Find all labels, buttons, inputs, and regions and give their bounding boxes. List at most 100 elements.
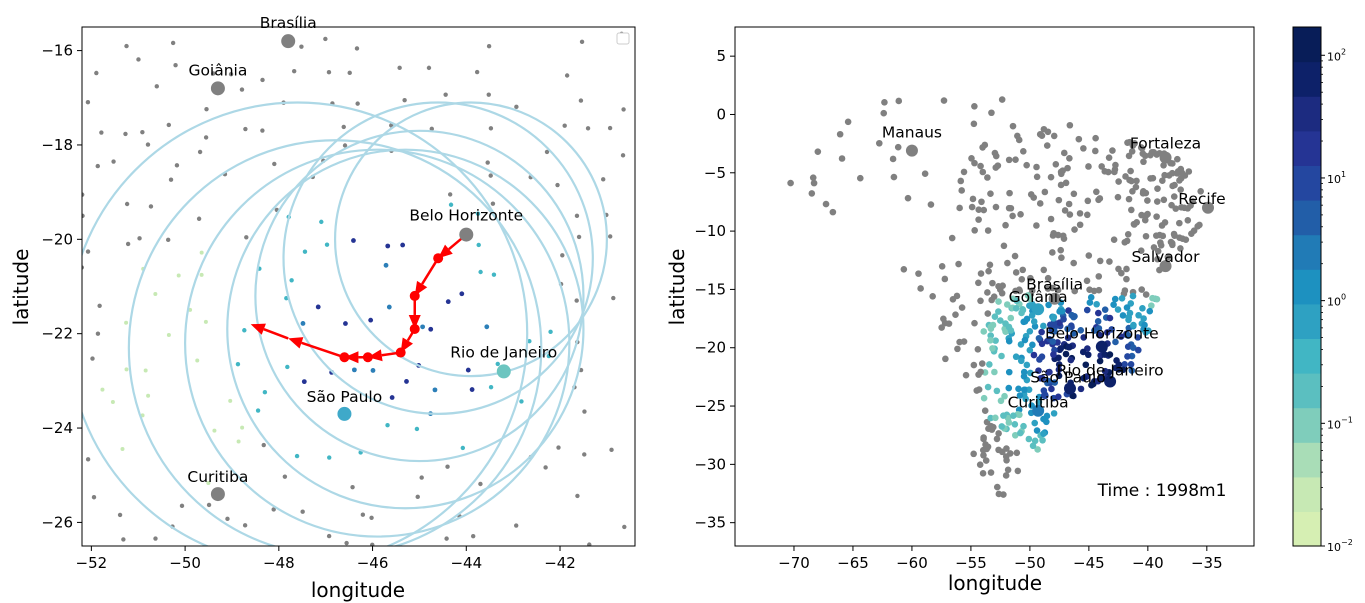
right-data-point bbox=[991, 313, 999, 320]
left-city-marker bbox=[459, 227, 474, 242]
right-data-point bbox=[1129, 292, 1137, 300]
right-data-point bbox=[1007, 204, 1015, 212]
left-data-point bbox=[315, 304, 321, 310]
right-data-point bbox=[1096, 257, 1104, 265]
left-data-point bbox=[415, 494, 420, 500]
right-data-point bbox=[1124, 139, 1131, 146]
right-data-point bbox=[1168, 169, 1176, 177]
trajectory-arrow-shaft bbox=[406, 328, 416, 342]
right-data-point bbox=[1106, 314, 1114, 322]
left-data-point bbox=[426, 65, 432, 71]
left-data-point bbox=[319, 219, 324, 225]
right-data-point bbox=[1002, 472, 1010, 479]
left-data-point bbox=[579, 39, 585, 45]
right-data-point bbox=[975, 279, 982, 287]
right-data-point bbox=[1017, 211, 1024, 218]
right-data-point bbox=[975, 216, 982, 223]
right-data-point bbox=[987, 414, 994, 422]
right-data-point bbox=[1190, 227, 1198, 234]
right-data-point bbox=[1132, 183, 1140, 191]
right-data-point bbox=[1176, 177, 1183, 184]
right-data-point bbox=[1043, 142, 1051, 149]
right-data-point bbox=[1020, 386, 1028, 394]
colorbar-tick-base: 10 bbox=[1327, 541, 1341, 554]
right-data-point bbox=[1045, 301, 1052, 309]
right-data-point bbox=[1101, 351, 1109, 358]
right-data-point bbox=[989, 321, 997, 329]
right-data-point bbox=[1024, 292, 1032, 299]
right-data-point bbox=[1129, 344, 1137, 351]
right-data-point bbox=[952, 311, 959, 318]
right-data-point bbox=[1185, 168, 1193, 175]
right-data-point bbox=[1050, 410, 1058, 417]
left-city-label: Belo Horizonte bbox=[409, 207, 523, 225]
right-data-point bbox=[982, 457, 990, 464]
left-data-point bbox=[369, 515, 374, 521]
colorbar-swatch bbox=[1293, 511, 1321, 547]
left-data-point bbox=[341, 124, 346, 130]
right-data-point bbox=[1076, 221, 1084, 229]
right-city-marker bbox=[1032, 303, 1045, 316]
right-data-point bbox=[949, 296, 957, 303]
left-data-point bbox=[100, 387, 105, 392]
right-data-point bbox=[989, 345, 996, 352]
left-data-point bbox=[95, 163, 100, 169]
left-influence-circle bbox=[282, 101, 594, 415]
right-data-point bbox=[1040, 125, 1048, 133]
left-data-point bbox=[271, 507, 276, 512]
right-data-point bbox=[1138, 145, 1146, 152]
colorbar-swatch bbox=[1293, 234, 1321, 270]
right-data-point bbox=[1015, 136, 1023, 144]
right-data-point bbox=[1009, 412, 1017, 419]
right-data-point bbox=[1050, 351, 1057, 358]
right-data-point bbox=[1055, 196, 1063, 204]
right-data-point bbox=[1104, 168, 1112, 176]
right-data-point bbox=[941, 275, 949, 283]
right-data-point bbox=[1005, 384, 1013, 392]
right-y-tick-label: 0 bbox=[716, 105, 726, 123]
right-data-point bbox=[1019, 266, 1027, 274]
left-data-point bbox=[555, 182, 560, 188]
colorbar-swatch bbox=[1293, 130, 1321, 166]
right-data-point bbox=[1002, 221, 1009, 229]
left-data-point bbox=[272, 161, 277, 167]
colorbar-swatch bbox=[1293, 165, 1321, 201]
right-data-point bbox=[1016, 287, 1024, 295]
right-data-point bbox=[1041, 188, 1049, 196]
left-data-point bbox=[486, 44, 492, 49]
left-data-point bbox=[211, 71, 216, 76]
left-empty-legend bbox=[616, 32, 630, 45]
right-city-marker bbox=[1201, 201, 1214, 214]
left-data-point bbox=[491, 272, 497, 277]
left-data-point bbox=[111, 159, 116, 164]
right-data-point bbox=[1066, 121, 1074, 129]
left-data-point bbox=[548, 329, 553, 335]
right-data-point bbox=[1164, 253, 1172, 261]
right-y-ticks: 5 0 −5 −10 −15 −20 −25 −30 −35 bbox=[694, 47, 735, 532]
left-data-point bbox=[385, 243, 391, 249]
right-data-point bbox=[1177, 245, 1184, 252]
right-data-point bbox=[822, 200, 830, 208]
right-city-label: Goiânia bbox=[1009, 288, 1068, 306]
right-data-point bbox=[1130, 321, 1137, 329]
right-x-tick-label: −65 bbox=[837, 554, 869, 572]
left-data-point bbox=[576, 234, 582, 240]
right-data-point bbox=[975, 206, 983, 214]
left-data-point bbox=[490, 201, 496, 206]
left-data-point bbox=[204, 106, 209, 112]
left-y-tick-label: −24 bbox=[41, 419, 73, 437]
right-data-point bbox=[1096, 332, 1104, 339]
right-data-point bbox=[1016, 411, 1023, 419]
right-data-point bbox=[1029, 341, 1036, 349]
right-data-point bbox=[1036, 200, 1044, 207]
left-data-point bbox=[153, 536, 158, 541]
left-data-point bbox=[347, 70, 352, 76]
right-data-point bbox=[1141, 321, 1148, 329]
left-data-point bbox=[124, 201, 130, 207]
right-city-label: São Paulo bbox=[1030, 369, 1106, 387]
colorbar-tick-label: 100 bbox=[1327, 293, 1346, 309]
right-data-point bbox=[1169, 182, 1176, 190]
left-data-point bbox=[478, 269, 483, 275]
left-data-point bbox=[299, 44, 304, 49]
